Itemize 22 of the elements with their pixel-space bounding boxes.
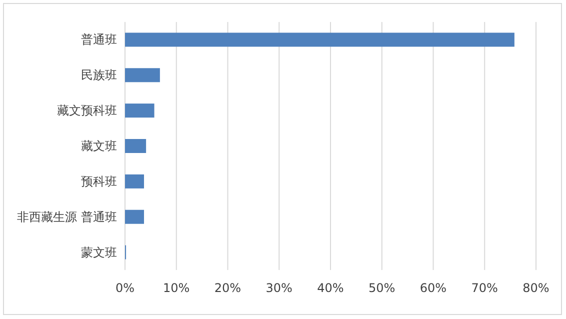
bar [125, 210, 144, 224]
bar [125, 174, 144, 188]
bar [125, 32, 514, 47]
x-tick-label: 20% [214, 281, 242, 295]
bar [125, 139, 146, 153]
x-tick-label: 80% [522, 281, 550, 295]
x-tick-label: 70% [471, 281, 498, 295]
bar [125, 68, 160, 82]
x-tick-label: 40% [317, 281, 344, 295]
y-tick-label: 非西藏生源 普通班 [17, 210, 117, 224]
y-tick-label: 普通班 [81, 32, 117, 47]
x-tick-label: 10% [163, 281, 190, 295]
y-tick-label: 藏文预科班 [57, 104, 117, 118]
x-tick-label: 60% [420, 281, 447, 295]
x-tick-label: 50% [368, 281, 396, 295]
x-tick-label: 0% [115, 281, 135, 295]
y-tick-label: 藏文班 [81, 139, 117, 153]
x-tick-label: 30% [266, 281, 292, 295]
bar [125, 104, 154, 118]
y-tick-label: 民族班 [81, 68, 117, 82]
y-tick-label: 预科班 [81, 174, 117, 188]
y-tick-label: 蒙文班 [81, 245, 117, 260]
